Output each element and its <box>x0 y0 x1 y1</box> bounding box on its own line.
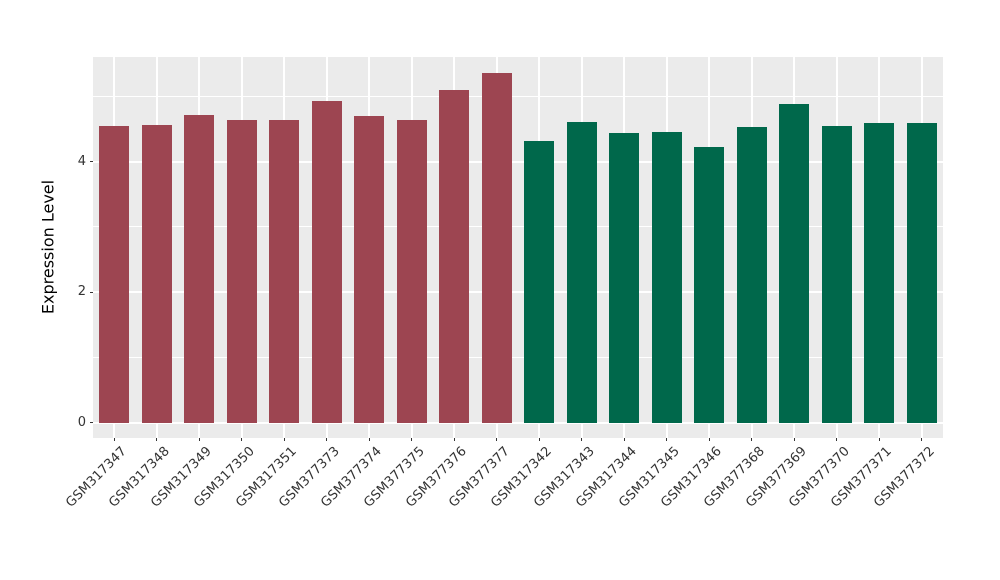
bar <box>736 126 767 423</box>
x-tick-mark <box>921 438 923 441</box>
bar <box>439 90 470 423</box>
bar <box>311 101 342 423</box>
bar <box>269 120 300 423</box>
x-tick-mark <box>156 438 158 441</box>
y-tick-label: 0 <box>77 414 86 430</box>
bar <box>354 115 385 423</box>
bar <box>609 132 640 423</box>
bar <box>524 140 555 423</box>
y-tick-mark <box>90 422 93 423</box>
x-tick-mark <box>198 438 200 441</box>
bar <box>566 121 597 423</box>
y-tick-label: 4 <box>77 153 86 169</box>
bar <box>821 126 852 423</box>
plot-panel <box>93 57 943 438</box>
y-tick-label: 2 <box>77 284 86 299</box>
x-tick-mark <box>623 438 625 441</box>
x-tick-mark <box>708 438 710 441</box>
x-tick-mark <box>538 438 540 441</box>
gridline-y-minor <box>93 95 943 97</box>
y-tick-mark <box>90 161 93 162</box>
x-tick-mark <box>836 438 838 441</box>
x-tick-mark <box>793 438 795 441</box>
x-tick-mark <box>453 438 455 441</box>
bar <box>226 119 257 423</box>
bar <box>396 119 427 423</box>
x-tick-mark <box>751 438 753 441</box>
bar <box>141 124 172 423</box>
gridline-y-major <box>93 421 943 424</box>
bar <box>184 115 215 423</box>
x-tick-mark <box>113 438 115 441</box>
x-tick-mark <box>283 438 285 441</box>
bar <box>779 104 810 423</box>
x-tick-mark <box>326 438 328 441</box>
gridline-y-major <box>93 291 943 293</box>
x-tick-mark <box>368 438 370 441</box>
gridline-y-minor <box>93 226 943 228</box>
y-tick-mark <box>90 291 93 293</box>
bar <box>906 123 937 423</box>
x-tick-mark <box>496 438 498 441</box>
gridline-y-major <box>93 160 943 163</box>
bar <box>481 73 512 423</box>
x-tick-mark <box>411 438 413 441</box>
bar <box>651 132 682 423</box>
bar <box>864 123 895 423</box>
x-tick-mark <box>581 438 583 441</box>
x-tick-mark <box>666 438 668 441</box>
x-tick-mark <box>241 438 243 441</box>
bar <box>694 146 725 423</box>
bar <box>99 126 130 423</box>
gridline-y-minor <box>93 356 943 358</box>
x-tick-mark <box>878 438 880 441</box>
